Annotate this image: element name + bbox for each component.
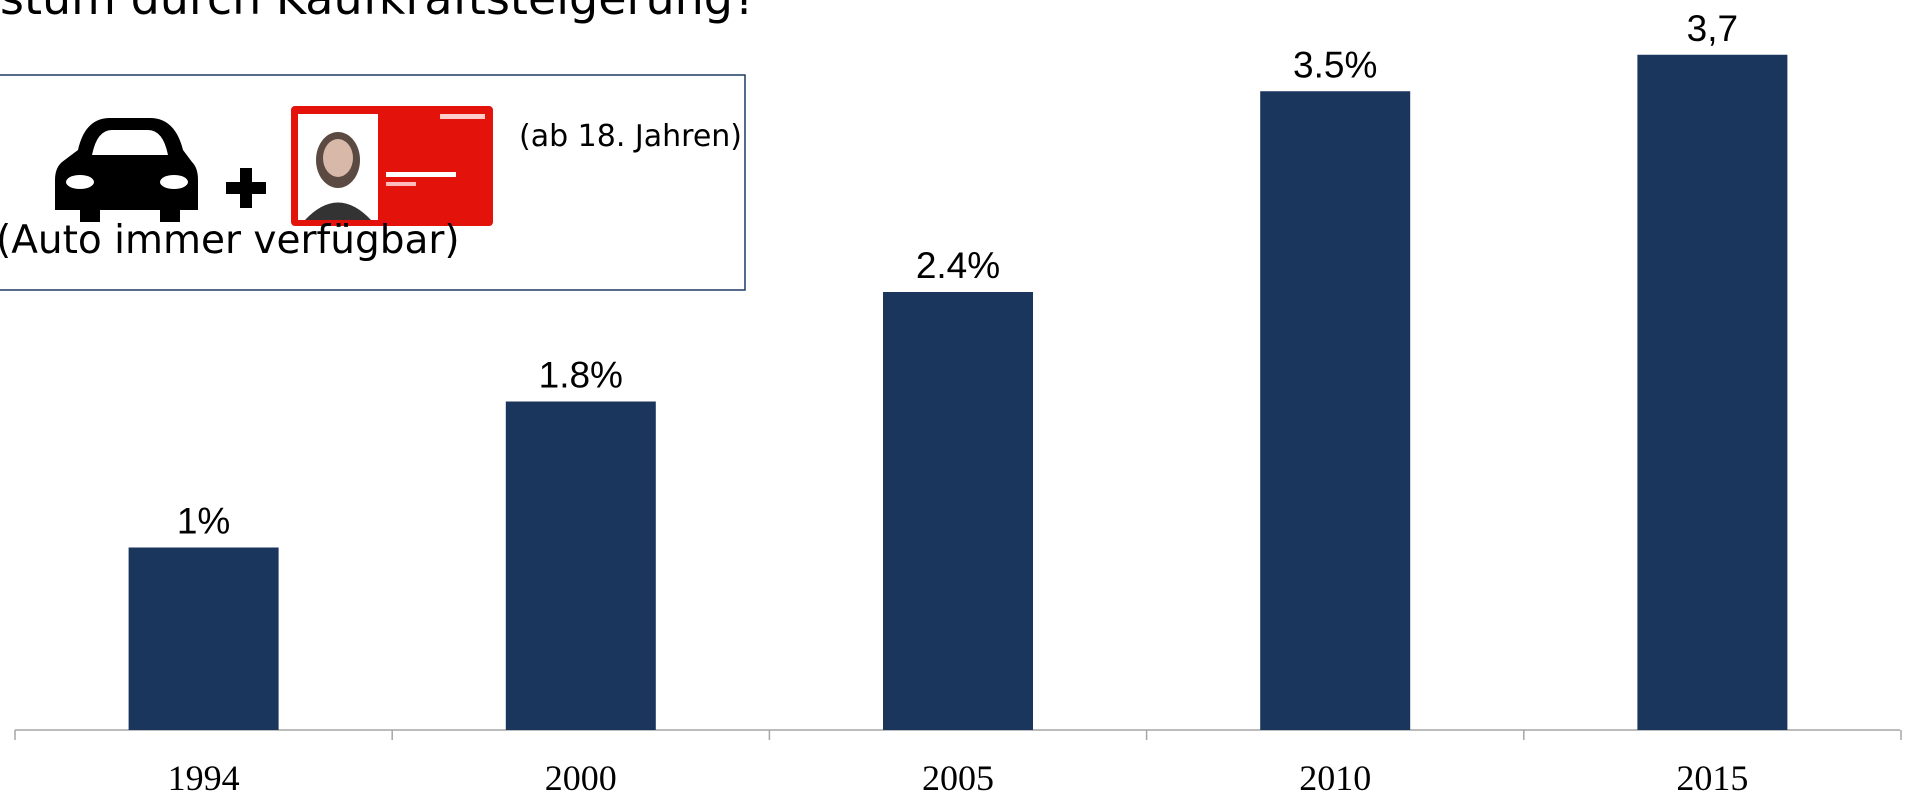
- data-label: 1.8%: [539, 355, 623, 396]
- bar: [128, 547, 279, 730]
- bar: [1637, 54, 1788, 730]
- bar: [883, 292, 1033, 730]
- annotation: (ab 18. Jahren): [519, 119, 742, 154]
- annotation: (Auto immer verfügbar): [0, 218, 460, 263]
- swisspass-card: [291, 106, 493, 226]
- x-tick-label: 2000: [545, 758, 617, 797]
- x-tick-label: 1994: [168, 758, 240, 797]
- chart-title: stum durch Kaufkraftsteigerung?: [0, 0, 757, 25]
- data-label: 3.5%: [1293, 44, 1377, 85]
- bar: [1260, 91, 1411, 730]
- data-label: 1%: [177, 501, 230, 542]
- car-icon: [55, 118, 198, 222]
- bar: [505, 401, 656, 730]
- data-label: 3,7: [1687, 8, 1738, 49]
- plus-icon: [226, 168, 266, 208]
- data-label: 2.4%: [916, 245, 1000, 286]
- x-tick-label: 2005: [922, 758, 994, 797]
- x-tick-label: 2010: [1299, 758, 1371, 797]
- x-tick-label: 2015: [1676, 758, 1748, 797]
